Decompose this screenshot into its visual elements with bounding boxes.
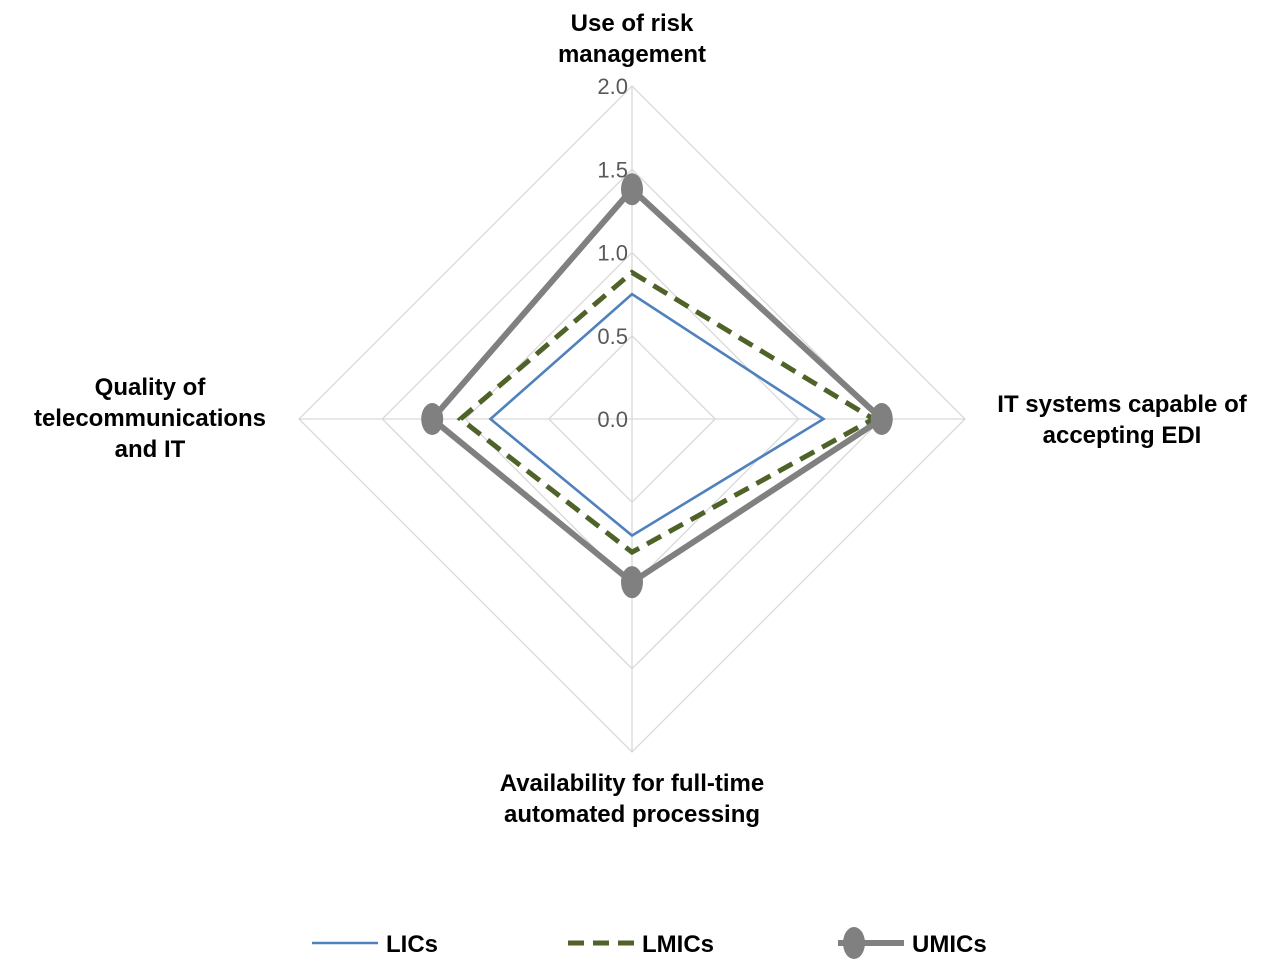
radar-series — [421, 173, 893, 599]
axis-label: Availability for full-time automated proc… — [500, 770, 764, 828]
series-marker-umics — [621, 566, 643, 599]
axis-label: IT systems capable of accepting EDI — [997, 391, 1247, 449]
r-tick-label: 0.5 — [597, 324, 628, 349]
series-line-lmics — [456, 269, 879, 556]
r-tick-label: 2.0 — [597, 74, 628, 99]
series-marker-umics — [621, 173, 643, 206]
axis-labels: Use of risk management IT systems capable … — [34, 10, 1248, 828]
r-tick-label: 0.0 — [597, 407, 628, 432]
legend-marker-umics — [843, 927, 865, 959]
series-marker-umics — [870, 403, 893, 435]
axis-label: Quality of telecommunications and IT — [34, 374, 266, 463]
series-marker-umics — [421, 403, 444, 435]
legend: LICs LMICs UMICs — [312, 927, 987, 959]
series-line-lics — [488, 292, 826, 538]
legend-label-umics: UMICs — [912, 931, 987, 958]
r-tick-label: 1.5 — [597, 157, 628, 182]
legend-label-lmics: LMICs — [642, 931, 714, 958]
axis-label: Use of risk management — [558, 10, 706, 68]
legend-label-lics: LICs — [386, 931, 438, 958]
radar-grid: 0.0 0.5 1.0 1.5 2.0 — [298, 74, 966, 753]
r-tick-label: 1.0 — [597, 241, 628, 266]
